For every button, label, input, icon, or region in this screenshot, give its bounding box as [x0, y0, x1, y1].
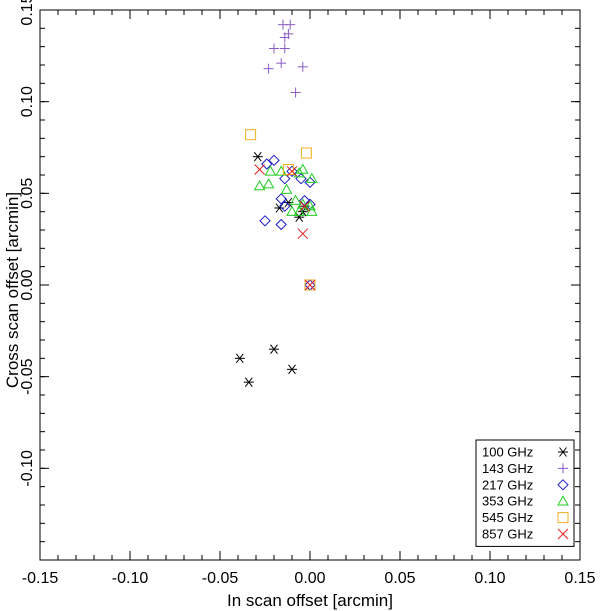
data-point-asterisk	[274, 203, 285, 213]
data-point-triangle	[305, 172, 318, 183]
data-point-plus	[263, 63, 274, 74]
x-tick-label: -0.10	[112, 570, 149, 587]
data-point-square	[245, 129, 257, 141]
data-point-plus	[269, 43, 279, 54]
data-point-triangle	[264, 165, 277, 176]
data-point-triangle	[253, 179, 266, 191]
y-tick-label: -0.05	[19, 358, 36, 395]
y-tick-label: 0.10	[19, 86, 36, 117]
data-point-asterisk	[243, 377, 254, 387]
data-point-diamond	[275, 193, 287, 205]
legend-label: 143 GHz	[482, 461, 533, 476]
data-point-triangle	[286, 205, 298, 216]
data-point-x	[304, 279, 316, 291]
legend-label: 857 GHz	[482, 527, 533, 542]
data-point-asterisk	[287, 364, 297, 375]
legend-marker-plus	[558, 463, 568, 474]
legend-marker-square	[557, 512, 569, 524]
data-point-diamond	[279, 172, 291, 185]
data-point-plus	[290, 87, 301, 98]
data-point-diamond	[286, 165, 298, 178]
data-point-square	[300, 147, 312, 159]
x-axis-label: In scan offset [arcmin]	[227, 591, 393, 610]
x-tick-label: -0.05	[202, 570, 239, 587]
data-point-x	[297, 228, 309, 240]
data-point-triangle	[280, 183, 293, 194]
legend-label: 100 GHz	[482, 445, 533, 460]
legend-marker-triangle	[557, 495, 569, 506]
x-tick-label: -0.15	[22, 570, 59, 587]
ticks: -0.15 -0.10 -0.05 0.00 0.05 0.10 0.15 -0.10 -0.0…	[19, 0, 596, 587]
data-point-plus	[297, 61, 308, 72]
data-point-triangle	[289, 194, 302, 205]
legend-label: 217 GHz	[482, 477, 533, 492]
x-tick-label: 0.00	[294, 570, 325, 587]
data-point-triangle	[293, 205, 306, 216]
x-tick-label: 0.05	[384, 570, 415, 587]
y-tick-label: 0.00	[19, 269, 36, 300]
data-points	[234, 19, 318, 387]
y-tick-label: 0.05	[19, 178, 36, 209]
legend-label: 545 GHz	[482, 510, 533, 525]
data-point-x	[299, 200, 310, 212]
y-tick-label: 0.15	[19, 0, 36, 26]
data-point-plus	[285, 19, 296, 30]
y-axis-label: Cross scan offset [arcmin]	[3, 192, 22, 388]
legend-box	[475, 439, 575, 547]
data-point-diamond	[268, 154, 280, 167]
legend-marker-x	[557, 528, 569, 540]
data-point-x	[254, 164, 265, 175]
data-point-diamond	[279, 200, 291, 212]
data-point-plus	[276, 58, 287, 69]
legend-marker-asterisk	[558, 447, 568, 457]
data-point-plus	[279, 43, 290, 54]
data-point-diamond	[261, 158, 273, 170]
data-point-plus	[283, 28, 294, 39]
data-point-asterisk	[252, 151, 263, 162]
data-point-asterisk	[269, 344, 279, 354]
x-tick-label: 0.10	[474, 570, 505, 587]
data-point-diamond	[304, 176, 316, 189]
data-point-square	[304, 279, 316, 291]
x-tick-label: 0.15	[564, 570, 595, 587]
legend-label: 353 GHz	[482, 494, 533, 509]
data-point-triangle	[262, 178, 275, 189]
data-point-diamond	[275, 218, 287, 231]
y-tick-label: -0.10	[19, 450, 36, 487]
data-point-triangle	[296, 163, 309, 174]
data-point-asterisk	[294, 212, 305, 222]
legend-marker-diamond	[557, 479, 569, 491]
data-point-diamond	[259, 215, 271, 227]
data-point-triangle	[293, 167, 306, 178]
data-point-asterisk	[234, 353, 245, 364]
data-point-x	[286, 165, 298, 177]
